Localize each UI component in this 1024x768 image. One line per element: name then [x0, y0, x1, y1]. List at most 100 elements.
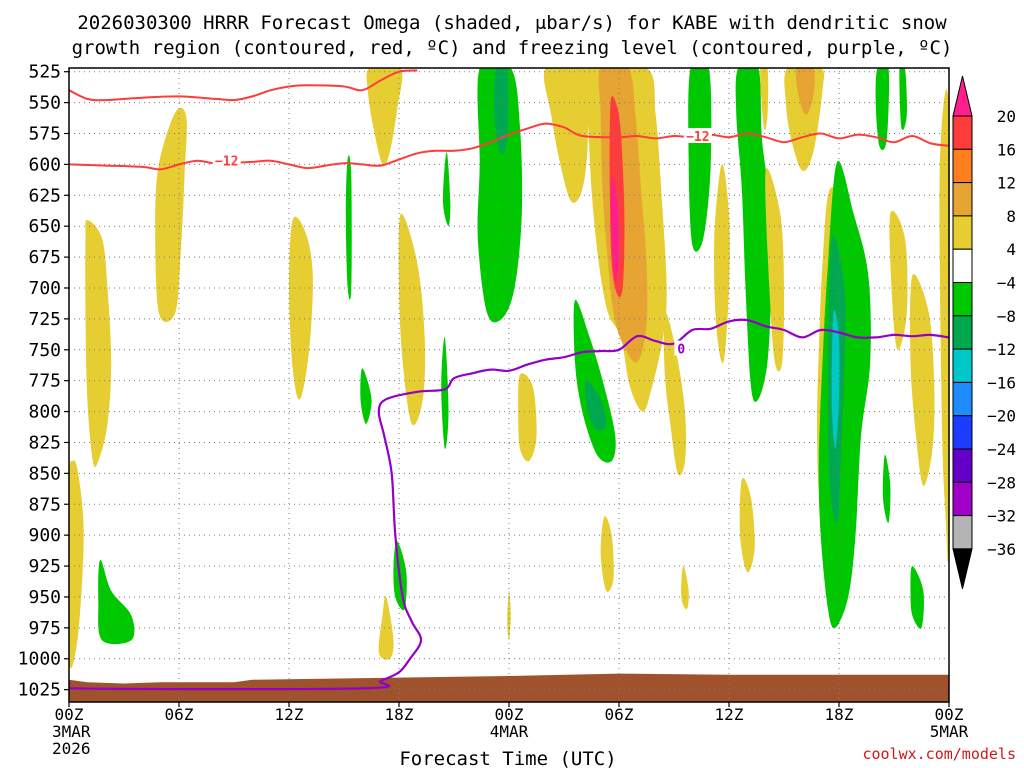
- colorbar-label: −20: [987, 407, 1016, 426]
- x-tick-label: 12Z: [715, 705, 744, 724]
- y-tick-label: 575: [28, 124, 61, 145]
- omega-feature-16: [543, 68, 589, 203]
- omega-feature-28: [688, 68, 712, 252]
- x-tick-label: 06Z: [605, 705, 634, 724]
- y-tick-label: 850: [28, 463, 61, 484]
- colorbar-label: −16: [987, 373, 1016, 392]
- y-tick-label: 925: [28, 556, 61, 577]
- x-tick-label: 12Z: [275, 705, 304, 724]
- omega-feature-24: [518, 373, 537, 462]
- contour-labels: −12 −12 0: [212, 127, 712, 358]
- x-tick-date: 5MAR: [930, 722, 969, 741]
- omega-feature-39: [831, 309, 840, 449]
- contour-layer: [69, 69, 949, 691]
- x-tick-label: 00Z: [935, 705, 964, 724]
- y-tick-label: 525: [28, 62, 61, 83]
- dgz-contour-line: [69, 122, 949, 171]
- omega-feature-45: [910, 566, 924, 629]
- colorbar-segment: [952, 515, 973, 550]
- colorbar-top-triangle: [952, 75, 973, 117]
- y-tick-label: 700: [28, 278, 61, 299]
- freezing-label-bg: [674, 340, 689, 356]
- omega-feature-29: [713, 164, 730, 364]
- colorbar-label: 12: [997, 174, 1016, 193]
- x-tick-label: 06Z: [165, 705, 194, 724]
- colorbar-label: −28: [987, 473, 1016, 492]
- colorbar-label: −8: [997, 307, 1016, 326]
- colorbar-segment: [952, 415, 973, 450]
- credit-link[interactable]: coolwx.com/models: [862, 745, 1016, 763]
- grid: [69, 68, 949, 702]
- colorbar-label: 4: [1006, 240, 1016, 259]
- omega-feature-10: [441, 337, 449, 450]
- colorbar-segment: [952, 215, 973, 250]
- colorbar-segment: [952, 315, 973, 350]
- y-tick-label: 675: [28, 247, 61, 268]
- colorbar-segment: [952, 182, 973, 217]
- dgz-contour-label: −12: [215, 155, 238, 170]
- y-tick-label: 650: [28, 216, 61, 237]
- y-tick-label: 725: [28, 309, 61, 330]
- colorbar-label: −12: [987, 340, 1016, 359]
- y-tick-label: 875: [28, 494, 61, 515]
- dgz-label-bg-1: [683, 127, 712, 143]
- terrain-fill: [69, 673, 949, 702]
- y-tick-label: 1025: [18, 680, 61, 701]
- freezing-contour-label: 0: [677, 343, 685, 358]
- omega-feature-35: [739, 477, 755, 573]
- y-tick-label: 950: [28, 587, 61, 608]
- title-line2: growth region (contoured, red, ºC) and f…: [72, 37, 953, 59]
- upper-red-contour-line: [69, 69, 418, 102]
- omega-feature-30: [735, 68, 773, 402]
- y-tick-label: 550: [28, 93, 61, 114]
- colorbar-label: 16: [997, 140, 1016, 159]
- title-line1: 2026030300 HRRR Forecast Omega (shaded, …: [77, 12, 947, 34]
- y-tick-label: 1000: [18, 649, 61, 670]
- omega-feature-21: [573, 299, 616, 463]
- omega-feature-40: [875, 68, 890, 151]
- omega-shading: [69, 68, 949, 668]
- colorbar-segment: [952, 282, 973, 317]
- omega-feature-34: [795, 68, 815, 115]
- omega-feature-22: [585, 380, 607, 431]
- omega-feature-13: [378, 596, 394, 660]
- omega-feature-8: [398, 213, 426, 426]
- omega-feature-6: [391, 68, 396, 102]
- y-axis: 525 550 575 600 625 650 675 700 725 750 775 800 825 8…: [18, 62, 69, 701]
- omega-feature-3: [155, 107, 187, 323]
- omega-feature-23: [663, 312, 687, 476]
- x-tick-label: 00Z: [55, 705, 84, 724]
- colorbar-segment: [952, 481, 973, 517]
- freezing-level-line: [69, 318, 949, 691]
- omega-feature-11: [360, 368, 372, 424]
- colorbar-label: −4: [997, 274, 1016, 293]
- y-tick-label: 975: [28, 618, 61, 639]
- colorbar: 20 16 12 8 4 −4 −8 −12 −16 −20 −24 −28 −32 −36: [952, 75, 1016, 590]
- y-tick-label: 775: [28, 371, 61, 392]
- x-tick-label: 00Z: [495, 705, 524, 724]
- omega-feature-4: [289, 216, 313, 400]
- colorbar-label: −24: [987, 440, 1016, 459]
- omega-feature-46: [939, 89, 949, 563]
- colorbar-segment: [952, 448, 973, 483]
- colorbar-label: −36: [987, 540, 1016, 559]
- colorbar-segment: [952, 381, 973, 417]
- omega-feature-15: [494, 68, 509, 154]
- omega-feature-2: [98, 559, 135, 645]
- y-tick-label: 825: [28, 432, 61, 453]
- y-tick-label: 625: [28, 185, 61, 206]
- omega-feature-33: [784, 68, 825, 171]
- x-tick-label: 18Z: [385, 705, 414, 724]
- colorbar-label: 20: [997, 107, 1016, 126]
- y-tick-label: 750: [28, 340, 61, 361]
- omega-feature-9: [442, 152, 451, 227]
- colorbar-label: −32: [987, 507, 1016, 526]
- omega-feature-32: [765, 168, 785, 372]
- x-axis-title: Forecast Time (UTC): [399, 748, 616, 768]
- omega-feature-20: [611, 175, 620, 282]
- dgz-contour-label: −12: [686, 130, 709, 145]
- x-tick-label: 18Z: [825, 705, 854, 724]
- colorbar-segment: [952, 115, 973, 150]
- omega-feature-27: [681, 566, 689, 610]
